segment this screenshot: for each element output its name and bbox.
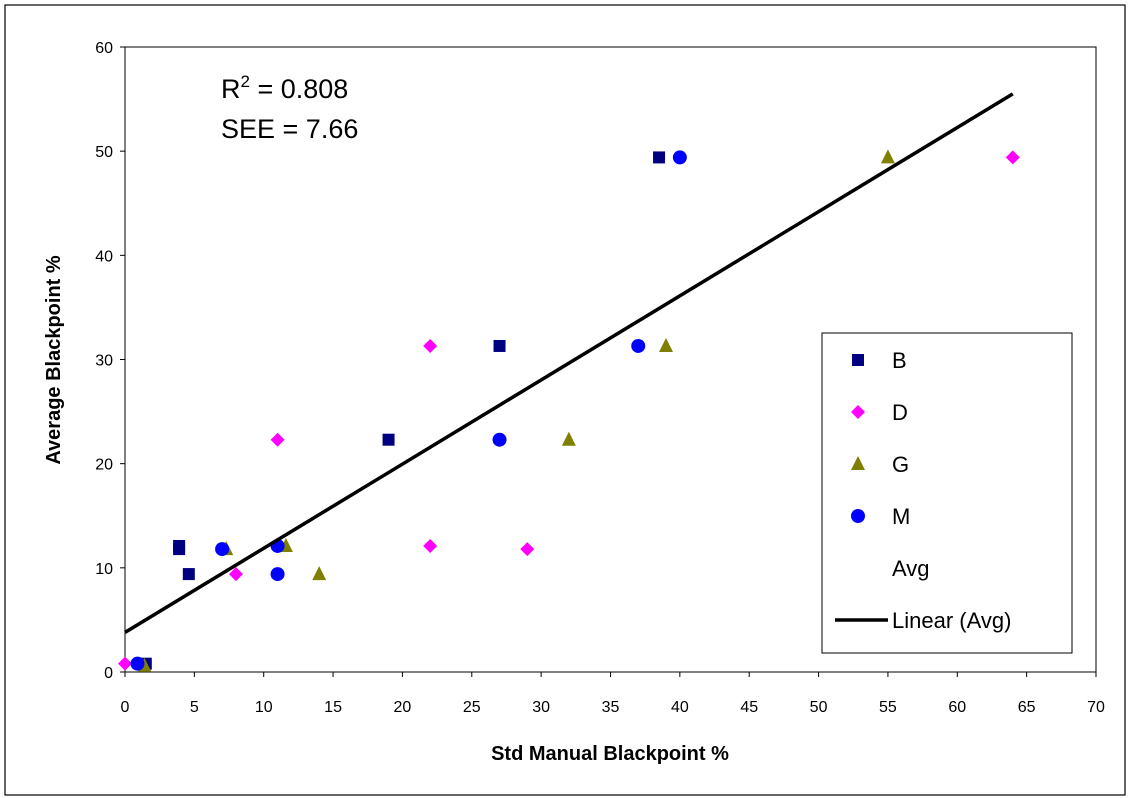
data-point-d (270, 432, 285, 447)
data-point-g (312, 566, 327, 581)
y-tick-label: 20 (95, 457, 113, 474)
data-point-b (173, 543, 186, 556)
y-tick-label: 60 (95, 40, 113, 57)
data-point-m (270, 567, 285, 582)
data-point-d (228, 567, 243, 582)
data-point-g (658, 337, 673, 352)
data-point-m (492, 432, 507, 447)
data-point-m (631, 338, 646, 353)
data-point-d (520, 542, 535, 557)
r-squared-annotation: R2 = 0.808 (221, 72, 348, 104)
data-point-d (423, 538, 438, 553)
r-squared-value: = 0.808 (250, 74, 348, 104)
data-point-b (653, 151, 666, 164)
r-squared-superscript: 2 (241, 72, 250, 91)
legend-label-g: G (892, 452, 909, 477)
legend-box (821, 332, 1073, 654)
data-point-m (672, 150, 687, 165)
x-tick-label: 60 (948, 699, 966, 716)
x-axis-ticks: 0 5 10 15 20 25 30 35 40 45 50 55 60 65 70 (121, 672, 1105, 716)
x-tick-label: 10 (255, 699, 273, 716)
x-tick-label: 65 (1018, 699, 1036, 716)
y-axis-title: Average Blackpoint % (43, 255, 65, 465)
y-axis-ticks: 0 10 20 30 40 50 60 (95, 40, 125, 682)
x-axis-title: Std Manual Blackpoint % (491, 743, 729, 765)
x-tick-label: 45 (740, 699, 758, 716)
y-tick-label: 10 (95, 561, 113, 578)
see-annotation: SEE = 7.66 (221, 114, 358, 144)
x-tick-label: 20 (394, 699, 412, 716)
legend-swatch-b (852, 354, 864, 366)
data-point-b (382, 433, 395, 446)
data-point-g (880, 149, 895, 164)
y-tick-label: 50 (95, 144, 113, 161)
x-tick-label: 0 (121, 699, 130, 716)
r-squared-prefix: R (221, 74, 241, 104)
x-tick-label: 40 (671, 699, 689, 716)
x-tick-label: 55 (879, 699, 897, 716)
x-tick-label: 35 (602, 699, 620, 716)
legend-swatch-d (851, 405, 865, 419)
legend-swatch-m (851, 509, 865, 523)
data-point-d (423, 338, 438, 353)
data-point-g (561, 431, 576, 446)
trendline-linear-avg (124, 92, 1014, 634)
x-tick-label: 50 (810, 699, 828, 716)
data-point-d (118, 656, 132, 671)
legend-label-linear-avg: Linear (Avg) (892, 608, 1011, 633)
data-points (118, 149, 1020, 672)
legend-label-avg: Avg (892, 556, 930, 581)
x-tick-label: 70 (1087, 699, 1105, 716)
legend-swatch-g (851, 456, 865, 470)
data-point-m (130, 656, 145, 671)
legend-label-d: D (892, 400, 908, 425)
y-tick-label: 30 (95, 353, 113, 370)
x-tick-label: 25 (463, 699, 481, 716)
data-point-b (182, 568, 195, 581)
data-point-d (1005, 150, 1020, 165)
data-point-b (493, 339, 506, 352)
y-tick-label: 40 (95, 248, 113, 265)
x-tick-label: 15 (324, 699, 342, 716)
y-tick-label: 0 (104, 665, 113, 682)
legend-label-b: B (892, 348, 907, 373)
x-tick-label: 5 (190, 699, 199, 716)
data-point-m (215, 542, 230, 557)
x-tick-label: 30 (532, 699, 550, 716)
legend: B D G M Avg Linear (Avg) (835, 348, 1011, 633)
legend-label-m: M (892, 504, 910, 529)
